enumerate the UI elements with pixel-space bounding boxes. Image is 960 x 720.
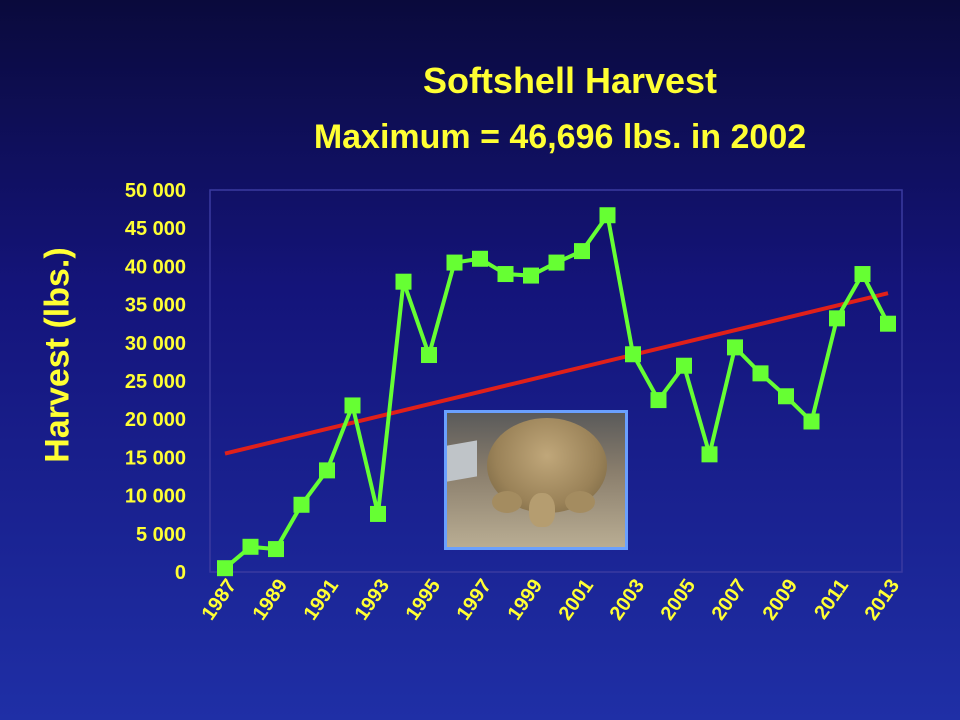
data-point-marker	[523, 267, 539, 284]
x-tick-label: 2001	[555, 575, 599, 624]
data-point-marker	[548, 254, 565, 271]
data-point-marker	[446, 254, 463, 271]
x-tick-label: 1991	[300, 575, 344, 624]
turtle-photo	[444, 410, 628, 550]
data-point-marker	[574, 243, 590, 260]
data-point-marker	[701, 446, 718, 463]
y-tick-label: 0	[175, 562, 186, 584]
x-tick-label: 2005	[657, 575, 701, 624]
data-point-marker	[625, 346, 641, 363]
data-point-marker	[217, 560, 233, 577]
x-tick-label: 1993	[351, 575, 395, 624]
y-tick-label: 45 000	[125, 218, 186, 240]
y-tick-label: 35 000	[125, 295, 186, 317]
x-tick-label: 2009	[759, 575, 803, 624]
data-point-marker	[650, 392, 667, 409]
data-point-marker	[752, 365, 769, 382]
plot-area	[209, 189, 903, 573]
x-tick-label: 2003	[606, 575, 650, 624]
y-tick-label: 25 000	[125, 371, 186, 393]
x-tick-label: 2011	[810, 575, 853, 623]
data-point-marker	[880, 315, 896, 332]
y-tick-label: 5 000	[136, 524, 186, 546]
y-tick-label: 15 000	[125, 447, 186, 469]
data-point-marker	[829, 310, 845, 327]
y-tick-label: 10 000	[125, 486, 186, 508]
trend-line	[224, 291, 889, 456]
x-tick-label: 1999	[504, 575, 548, 624]
chart-title: Softshell Harvest	[422, 60, 718, 101]
x-tick-label: 1987	[198, 575, 242, 624]
data-point-marker	[370, 505, 386, 522]
data-point-marker	[778, 388, 794, 405]
data-point-marker	[293, 496, 310, 513]
y-tick-label: 20 000	[125, 409, 186, 431]
data-point-marker	[344, 397, 361, 414]
data-point-marker	[395, 273, 412, 290]
data-point-marker	[676, 357, 692, 374]
x-tick-label: 2013	[861, 575, 905, 624]
data-point-marker	[803, 413, 820, 430]
x-tick-label: 1997	[453, 575, 497, 624]
x-tick-label: 1995	[402, 575, 446, 624]
data-point-marker	[472, 250, 488, 267]
data-point-marker	[268, 541, 284, 558]
chart-subtitle: Maximum = 46,696 lbs. in 2002	[313, 118, 807, 156]
data-point-marker	[319, 462, 335, 479]
x-tick-label: 1989	[249, 575, 293, 624]
data-point-marker	[497, 266, 514, 283]
data-point-marker	[242, 538, 259, 555]
data-point-marker	[727, 339, 743, 356]
data-point-marker	[599, 207, 616, 224]
y-tick-label: 40 000	[125, 256, 186, 278]
x-tick-label: 2007	[708, 575, 752, 624]
data-point-marker	[854, 266, 871, 283]
data-point-marker	[421, 347, 437, 364]
y-tick-label: 30 000	[125, 333, 186, 355]
y-tick-label: 50 000	[125, 180, 186, 202]
